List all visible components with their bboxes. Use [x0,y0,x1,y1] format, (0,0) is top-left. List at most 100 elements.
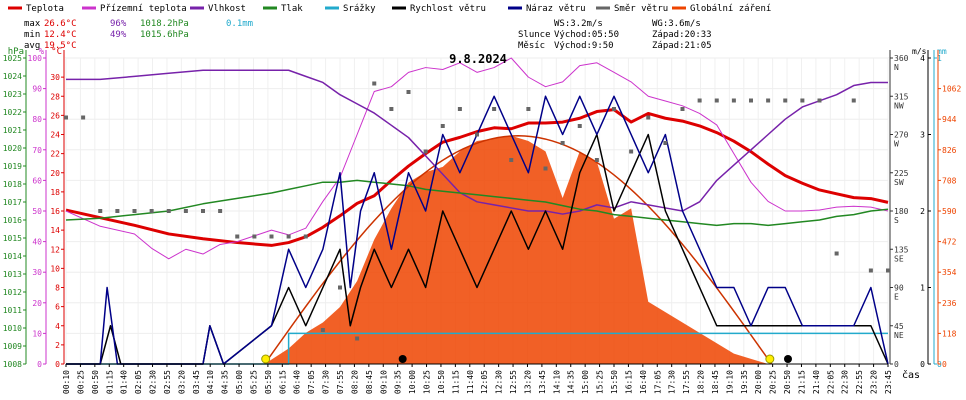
temp-tick-label: 4 [55,322,60,331]
x-tick-label: 04:35 [221,370,230,394]
stats-panel: max 26.6°C 96% 1018.2hPa 0.1mm min 12.4°… [24,19,712,51]
moonrise-marker [398,355,407,363]
x-tick-label: 13:45 [538,370,547,394]
x-tick-label: 17:55 [682,370,691,394]
x-tick-label: 04:10 [206,370,215,394]
wind-direction-point [132,209,137,213]
wind-direction-point [800,98,805,103]
pct-tick-label: 80 [32,115,42,124]
x-tick-label: 20:25 [769,370,778,394]
hpa-tick-label: 1023 [3,90,22,99]
pct-tick-label: 0 [37,360,42,369]
stats-max-hum: 96% [110,19,127,29]
temp-tick-label: 12 [50,245,60,254]
temp-tick-label: 0 [55,360,60,369]
x-tick-label: 10:50 [437,370,446,394]
pct-tick-label: 30 [32,268,42,277]
wind-direction-point [457,107,462,111]
sun-label: Slunce [518,30,551,40]
x-tick-label: 23:20 [870,370,879,394]
x-tick-label: 12:05 [480,370,489,394]
wind-direction-point [115,209,120,213]
rad-tick-label: 118 [942,329,957,338]
rad-tick-label: 1062 [942,85,961,94]
x-tick-label: 14:35 [567,370,576,394]
hpa-tick-label: 1021 [3,126,22,135]
x-tick-label: 06:15 [278,370,287,394]
x-tick-label: 12:30 [495,370,504,394]
rad-tick-label: 0 [942,360,947,369]
x-tick-label: 16:40 [639,370,648,394]
wind-direction-point [594,158,599,162]
wind-tick-label: 0 [920,360,925,369]
hpa-tick-label: 1016 [3,216,22,225]
wind-direction-point [440,124,445,128]
hpa-tick-label: 1020 [3,144,22,153]
sunset-marker [765,354,775,364]
x-tick-label: 15:25 [596,370,605,394]
dir-compass-label: SW [894,178,904,187]
wind-direction-point [320,328,325,332]
plot-area [64,57,890,365]
temp-axis-label: °C [51,47,62,57]
rad-tick-label: 944 [942,115,957,124]
wind-direction-point [355,336,360,341]
wind-direction-point [783,98,788,103]
wind-direction-point [868,268,873,273]
wind-direction-point [81,115,86,120]
wind-direction-point [303,234,308,239]
wind-direction-point [612,107,616,111]
wind-direction-point [201,209,205,213]
dir-tick-label: 360 [894,54,909,63]
legend-label: Náraz větru [526,4,586,14]
sun-set: Západ:20:33 [652,30,712,40]
pct-tick-label: 100 [28,54,43,63]
left-axes: hPa1008100910101011101210131014101510161… [3,47,65,369]
x-tick-label: 01:40 [120,370,129,394]
x-tick-label: 01:15 [105,370,114,394]
x-tick-label: 00:10 [62,370,71,394]
temp-tick-label: 26 [50,111,60,120]
x-tick-label: 16:15 [624,370,633,394]
stats-max-press: 1018.2hPa [140,19,189,29]
pct-tick-label: 70 [32,146,42,155]
legend: Teplota Přízemní teplota Vlhkost Tlak Srážky… [8,4,771,14]
stats-max-label: max [24,19,41,29]
temp-tick-label: 16 [50,207,60,216]
hpa-tick-label: 1025 [3,54,22,63]
x-tick-label: 22:30 [841,370,850,394]
dir-compass-label: S [894,216,899,225]
pct-tick-label: 40 [32,238,42,247]
x-tick-label: 10:00 [408,370,417,394]
temp-tick-label: 24 [50,131,60,140]
wind-direction-point [749,98,753,103]
stats-max-rain: 0.1mm [226,19,253,29]
stats-min-hum: 49% [110,30,127,40]
pct-tick-label: 50 [32,207,42,216]
wind-direction-point [475,132,479,137]
x-tick-label: 17:05 [653,370,662,394]
x-tick-label: 00:50 [91,370,100,394]
wind-direction-point [526,107,531,111]
x-axis-label: čas [902,369,920,381]
temp-tick-label: 18 [50,188,60,197]
stats-avg-label: avg [24,41,40,51]
x-tick-label: 15:00 [581,370,590,394]
stats-max-temp: 26.6°C [44,19,77,29]
x-tick-label: 08:45 [365,370,374,394]
hpa-tick-label: 1013 [3,270,22,279]
moon-rise: Východ:9:50 [554,41,614,51]
temp-tick-label: 22 [50,150,60,159]
dir-compass-label: NE [894,331,904,340]
wind-direction-point [663,141,668,145]
rad-tick-label: 708 [942,176,957,185]
wind-direction-point [183,209,188,213]
moonset-marker [783,355,792,363]
wind-direction-point [697,98,702,103]
wind-tick-label: 1 [920,284,925,293]
radiation-envelope [264,135,773,365]
wind-direction-point [766,98,771,103]
moon-label: Měsíc [518,41,545,51]
wind-direction-point [149,209,154,213]
